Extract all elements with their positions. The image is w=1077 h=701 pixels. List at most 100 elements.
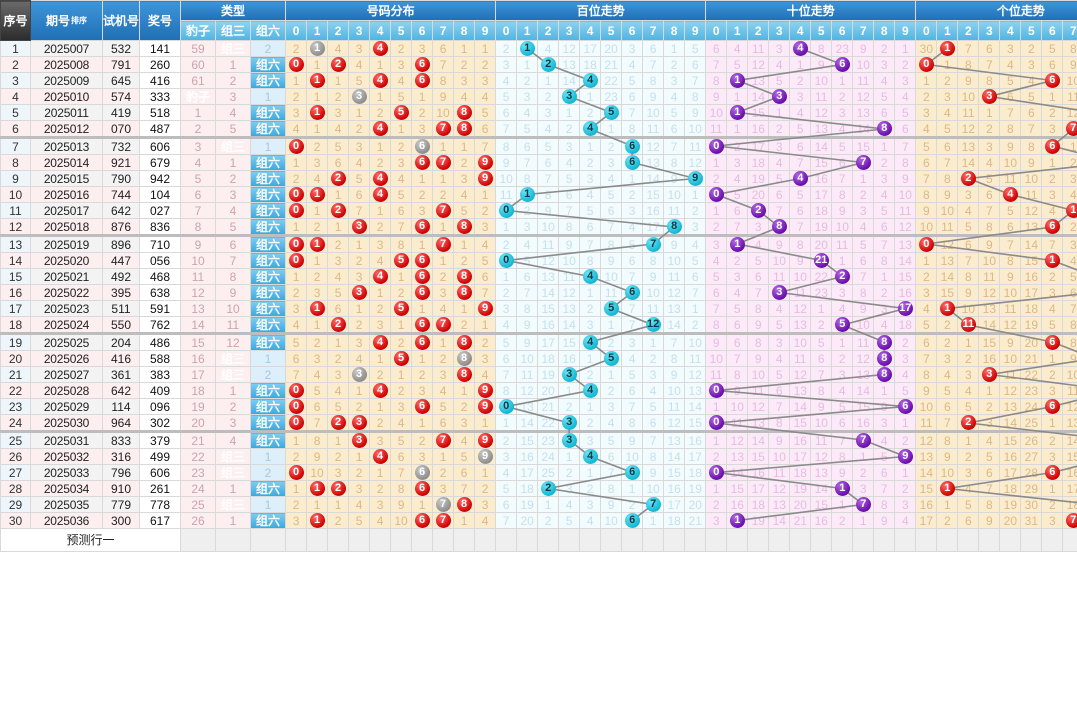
col-header-label: 期号 — [45, 13, 70, 28]
prediction-cell[interactable] — [348, 528, 371, 552]
prediction-cell[interactable] — [705, 528, 728, 552]
prediction-cell[interactable] — [1062, 528, 1077, 552]
prediction-cell[interactable] — [327, 528, 350, 552]
table-row[interactable]: 11 2025017 642 027 7 4 组六 0 1 2 7 1 6 3 7 5 2 0 2 9 7 5 6 3 16 11… — [0, 202, 1077, 219]
dist-cell: 6 — [432, 40, 455, 57]
ge-cell: 14 — [1020, 234, 1043, 253]
prediction-cell[interactable] — [1020, 528, 1043, 552]
prediction-cell[interactable] — [978, 528, 1001, 552]
table-row[interactable]: 29 2025035 779 778 25 组三 1 2 1 1 4 3 9 1 7 8 3 6 19 1 4 3 9 2 7 1… — [0, 496, 1077, 513]
prediction-cell[interactable] — [495, 528, 518, 552]
prediction-cell[interactable] — [432, 528, 455, 552]
prediction-cell[interactable] — [215, 528, 251, 552]
shi-cell: 3 — [726, 154, 749, 171]
table-row[interactable]: 27 2025033 796 606 23 组三 2 0 10 3 2 1 7 6 2 6 1 4 17 25 2 1 7 6… — [0, 464, 1077, 481]
row-issue: 2025036 — [30, 512, 103, 529]
table-row[interactable]: 16 2025022 395 638 12 9 组六 2 3 5 3 1 2 6 3 8 7 2 7 14 12 1 11 6… — [0, 284, 1077, 301]
prediction-cell[interactable] — [411, 528, 434, 552]
prediction-cell[interactable] — [726, 528, 749, 552]
prediction-cell[interactable] — [810, 528, 833, 552]
table-row[interactable]: 4 2025010 574 333 豹子 3 1 2 1 2 3 1 5 1 9 4 4 5 3 2 3 1 23 6 9 4 8 9… — [0, 88, 1077, 105]
bai-cell: 4 — [579, 120, 602, 138]
prediction-cell[interactable] — [600, 528, 623, 552]
table-row[interactable]: 22 2025028 642 409 18 1 组六 0 5 4 1 4 2 3 4 1 9 8 12 20 1 4 2 6 4… — [0, 382, 1077, 399]
prediction-cell[interactable] — [684, 528, 707, 552]
prediction-cell[interactable] — [453, 528, 476, 552]
ge-cell: 13 — [936, 252, 959, 269]
table-row[interactable]: 30 2025036 300 617 26 1 组六 3 1 2 5 4 10 6 7 1 4 7 20 2 5 4 10 6… — [0, 512, 1077, 529]
dist-cell: 6 — [411, 398, 434, 415]
digit-header-dist-8: 8 — [453, 20, 476, 41]
prediction-cell[interactable] — [249, 528, 287, 552]
bai-cell: 6 — [621, 464, 644, 481]
row-issue: 2025012 — [30, 120, 103, 138]
prediction-cell[interactable] — [474, 528, 497, 552]
prediction-cell[interactable] — [285, 528, 308, 552]
prediction-cell[interactable] — [852, 528, 875, 552]
prediction-cell[interactable] — [369, 528, 392, 552]
table-row[interactable]: 24 2025030 964 302 20 3 组六 0 7 2 3 2 4 1 6 3 1 1 14 22 3 2 4 8 6… — [0, 414, 1077, 432]
table-row[interactable]: 23 2025029 114 096 19 2 组六 0 6 5 2 1 3 6 5 2 9 0 13 21 2 1 3 7 5… — [0, 398, 1077, 415]
prediction-cell[interactable] — [642, 528, 665, 552]
prediction-cell[interactable] — [768, 528, 791, 552]
table-row[interactable]: 19 2025025 204 486 15 12 组六 5 2 1 3 4 2 6 1 8 2 5 9 17 15 4 2 3… — [0, 332, 1077, 351]
prediction-cell[interactable] — [873, 528, 896, 552]
bai-hit-ball: 5 — [603, 351, 619, 366]
table-row[interactable]: 13 2025019 896 710 9 6 组六 0 1 2 1 3 8 1 7 1 4 2 4 11 9 7 8 5 7 9 4… — [0, 234, 1077, 253]
table-row[interactable]: 12 2025018 876 836 8 5 组六 1 2 1 3 2 7 6 1 8 3 1 3 10 8 6 7 4 17 8… — [0, 218, 1077, 236]
prediction-cell[interactable] — [747, 528, 770, 552]
col-header-issue[interactable]: 期号 排序 — [30, 0, 103, 41]
table-row[interactable]: 9 2025015 790 942 5 2 组六 2 4 2 5 4 4 1 1 3 9 10 8 7 5 3 4 1 14 9 9… — [0, 170, 1077, 187]
table-row[interactable]: 25 2025031 833 379 21 4 组六 1 8 1 3 3 5 2 7 4 9 2 15 23 3 3 5 9 7… — [0, 430, 1077, 449]
row-seq: 5 — [0, 104, 31, 121]
table-row[interactable]: 1 2025007 532 141 59 组三 2 2 1 4 3 4 2 3 6 1 1 2 1 4 12 17 20 3 6… — [0, 40, 1077, 57]
table-row[interactable]: 3 2025009 645 416 61 2 组六 1 1 1 5 4 4 6 8 3 3 4 2 1 14 4 22 5 8 3… — [0, 72, 1077, 89]
table-row[interactable]: 10 2025016 744 104 6 3 组六 0 1 1 6 4 5 2 2 4 1 11 1 8 6 4 5 2 15 1… — [0, 186, 1077, 203]
prediction-cell[interactable] — [621, 528, 644, 552]
table-row[interactable]: 14 2025020 447 056 10 7 组六 0 1 3 2 4 5 6 1 2 5 0 5 12 10 8 9 6 8… — [0, 252, 1077, 269]
prediction-cell[interactable] — [936, 528, 959, 552]
prediction-cell[interactable] — [999, 528, 1022, 552]
prediction-cell[interactable] — [789, 528, 812, 552]
table-row[interactable]: 20 2025026 416 588 16 组三 1 6 3 2 4 1 5 1 2 8 3 6 10 18 16 1 5 4… — [0, 350, 1077, 367]
table-row[interactable]: 7 2025013 732 606 3 组三 1 0 2 5 3 1 2 6 1 1 7 8 6 5 3 1 2 6 12 7 11… — [0, 136, 1077, 155]
table-row[interactable]: 2 2025008 791 260 60 1 组六 0 1 2 4 1 3 6 7 2 2 3 1 2 13 18 21 4 7… — [0, 56, 1077, 73]
prediction-cell[interactable] — [831, 528, 854, 552]
table-row[interactable]: 15 2025021 492 468 11 8 组六 1 2 4 3 4 1 6 2 8 6 1 6 13 11 4 10 7… — [0, 268, 1077, 285]
prediction-cell[interactable] — [915, 528, 938, 552]
prediction-cell[interactable] — [558, 528, 581, 552]
prediction-cell[interactable] — [516, 528, 539, 552]
table-row[interactable]: 21 2025027 361 383 17 组三 2 7 4 3 3 2 1 2 3 8 4 7 11 19 3 2 1 5 3… — [0, 366, 1077, 383]
prediction-cell[interactable] — [1041, 528, 1064, 552]
shi-cell: 5 — [852, 234, 875, 253]
table-row[interactable]: 17 2025023 511 591 13 10 组六 3 1 6 1 2 5 1 4 1 9 3 8 15 13 2 5 7… — [0, 300, 1077, 317]
sort-toggle-icon[interactable]: 排序 — [71, 15, 87, 25]
prediction-cell[interactable] — [180, 528, 216, 552]
prediction-cell[interactable] — [663, 528, 686, 552]
row-trial-number: 416 — [102, 350, 140, 367]
dist-cell: 3 — [474, 496, 497, 513]
prediction-cell[interactable] — [390, 528, 413, 552]
prediction-cell[interactable] — [537, 528, 560, 552]
shi-cell: 2 — [810, 316, 833, 334]
table-row[interactable]: 6 2025012 070 487 2 5 组六 4 1 4 2 4 1 3 7 8 6 7 5 4 2 4 1 8 11 6 10… — [0, 120, 1077, 138]
prediction-cell[interactable] — [306, 528, 329, 552]
ge-cell: 3 — [936, 88, 959, 105]
shi-cell: 15 — [747, 104, 770, 121]
prediction-cell[interactable] — [894, 528, 917, 552]
table-row[interactable]: 18 2025024 550 762 14 11 组六 4 1 2 2 3 1 6 7 2 1 4 9 16 14 3 1 7… — [0, 316, 1077, 334]
prediction-cell[interactable] — [579, 528, 602, 552]
shi-cell: 4 — [894, 512, 917, 529]
shi-cell: 6 — [768, 186, 791, 203]
table-row[interactable]: 5 2025011 419 518 1 4 组六 3 1 3 1 2 5 2 10 8 5 6 4 3 1 2 5 7 10 5 9… — [0, 104, 1077, 121]
table-row[interactable]: 8 2025014 921 679 4 1 组六 1 3 6 4 2 3 6 7 2 9 9 7 6 4 2 3 6 13 8 12… — [0, 154, 1077, 171]
prediction-cell[interactable] — [957, 528, 980, 552]
bai-hit-ball: 4 — [582, 121, 598, 136]
table-row[interactable]: 28 2025034 910 261 24 1 组六 1 1 2 3 2 8 6 3 7 2 5 18 2 3 2 8 1 10… — [0, 480, 1077, 497]
ge-cell: 12 — [936, 234, 959, 253]
shi-cell: 4 — [894, 88, 917, 105]
row-type-bz: 3 — [180, 136, 216, 155]
table-row[interactable]: 26 2025032 316 499 22 组三 1 2 9 2 1 4 6 3 1 5 9 3 16 24 1 4 6 10… — [0, 448, 1077, 465]
bai-cell: 1 — [642, 512, 665, 529]
row-type-z6: 组六 — [249, 120, 287, 138]
